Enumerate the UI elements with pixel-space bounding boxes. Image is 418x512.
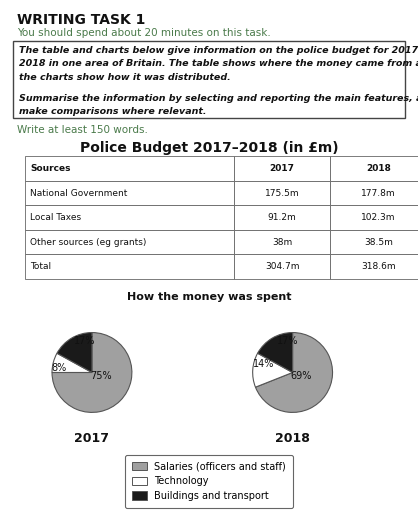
Text: 2018: 2018 — [366, 164, 391, 173]
Wedge shape — [252, 353, 293, 387]
Text: National Government: National Government — [30, 188, 127, 198]
Wedge shape — [257, 333, 293, 373]
Text: Local Taxes: Local Taxes — [30, 213, 81, 222]
Text: 91.2m: 91.2m — [268, 213, 296, 222]
Text: 75%: 75% — [90, 372, 112, 381]
Text: 2017: 2017 — [270, 164, 295, 173]
Text: You should spend about 20 minutes on this task.: You should spend about 20 minutes on thi… — [17, 28, 270, 38]
Wedge shape — [52, 333, 132, 412]
Text: 304.7m: 304.7m — [265, 262, 299, 271]
Legend: Salaries (officers and staff), Technology, Buildings and transport: Salaries (officers and staff), Technolog… — [125, 455, 293, 508]
Text: 177.8m: 177.8m — [361, 188, 395, 198]
Text: 38.5m: 38.5m — [364, 238, 393, 247]
Text: WRITING TASK 1: WRITING TASK 1 — [17, 13, 145, 27]
Text: How the money was spent: How the money was spent — [127, 292, 291, 302]
Text: 2018 in one area of Britain. The table shows where the money came from and: 2018 in one area of Britain. The table s… — [19, 59, 418, 69]
Text: Police Budget 2017–2018 (in £m): Police Budget 2017–2018 (in £m) — [80, 141, 338, 155]
Text: 2018: 2018 — [275, 432, 310, 445]
Text: make comparisons where relevant.: make comparisons where relevant. — [19, 107, 206, 116]
Text: 8%: 8% — [51, 364, 67, 373]
Text: 69%: 69% — [290, 372, 311, 381]
Text: 2017: 2017 — [74, 432, 110, 445]
Text: Other sources (eg grants): Other sources (eg grants) — [30, 238, 146, 247]
Wedge shape — [255, 333, 333, 412]
Text: The table and charts below give information on the police budget for 2017 and: The table and charts below give informat… — [19, 46, 418, 55]
Text: 318.6m: 318.6m — [361, 262, 395, 271]
Text: the charts show how it was distributed.: the charts show how it was distributed. — [19, 73, 231, 82]
Wedge shape — [52, 353, 92, 373]
Text: Sources: Sources — [30, 164, 71, 173]
Text: 17%: 17% — [74, 336, 96, 346]
Wedge shape — [57, 333, 92, 373]
Text: 14%: 14% — [253, 359, 275, 369]
Text: Total: Total — [30, 262, 51, 271]
Text: Summarise the information by selecting and reporting the main features, and: Summarise the information by selecting a… — [19, 94, 418, 103]
Text: 102.3m: 102.3m — [361, 213, 395, 222]
Text: Write at least 150 words.: Write at least 150 words. — [17, 125, 148, 136]
Text: 175.5m: 175.5m — [265, 188, 299, 198]
Text: 17%: 17% — [277, 336, 298, 346]
Text: 38m: 38m — [272, 238, 292, 247]
